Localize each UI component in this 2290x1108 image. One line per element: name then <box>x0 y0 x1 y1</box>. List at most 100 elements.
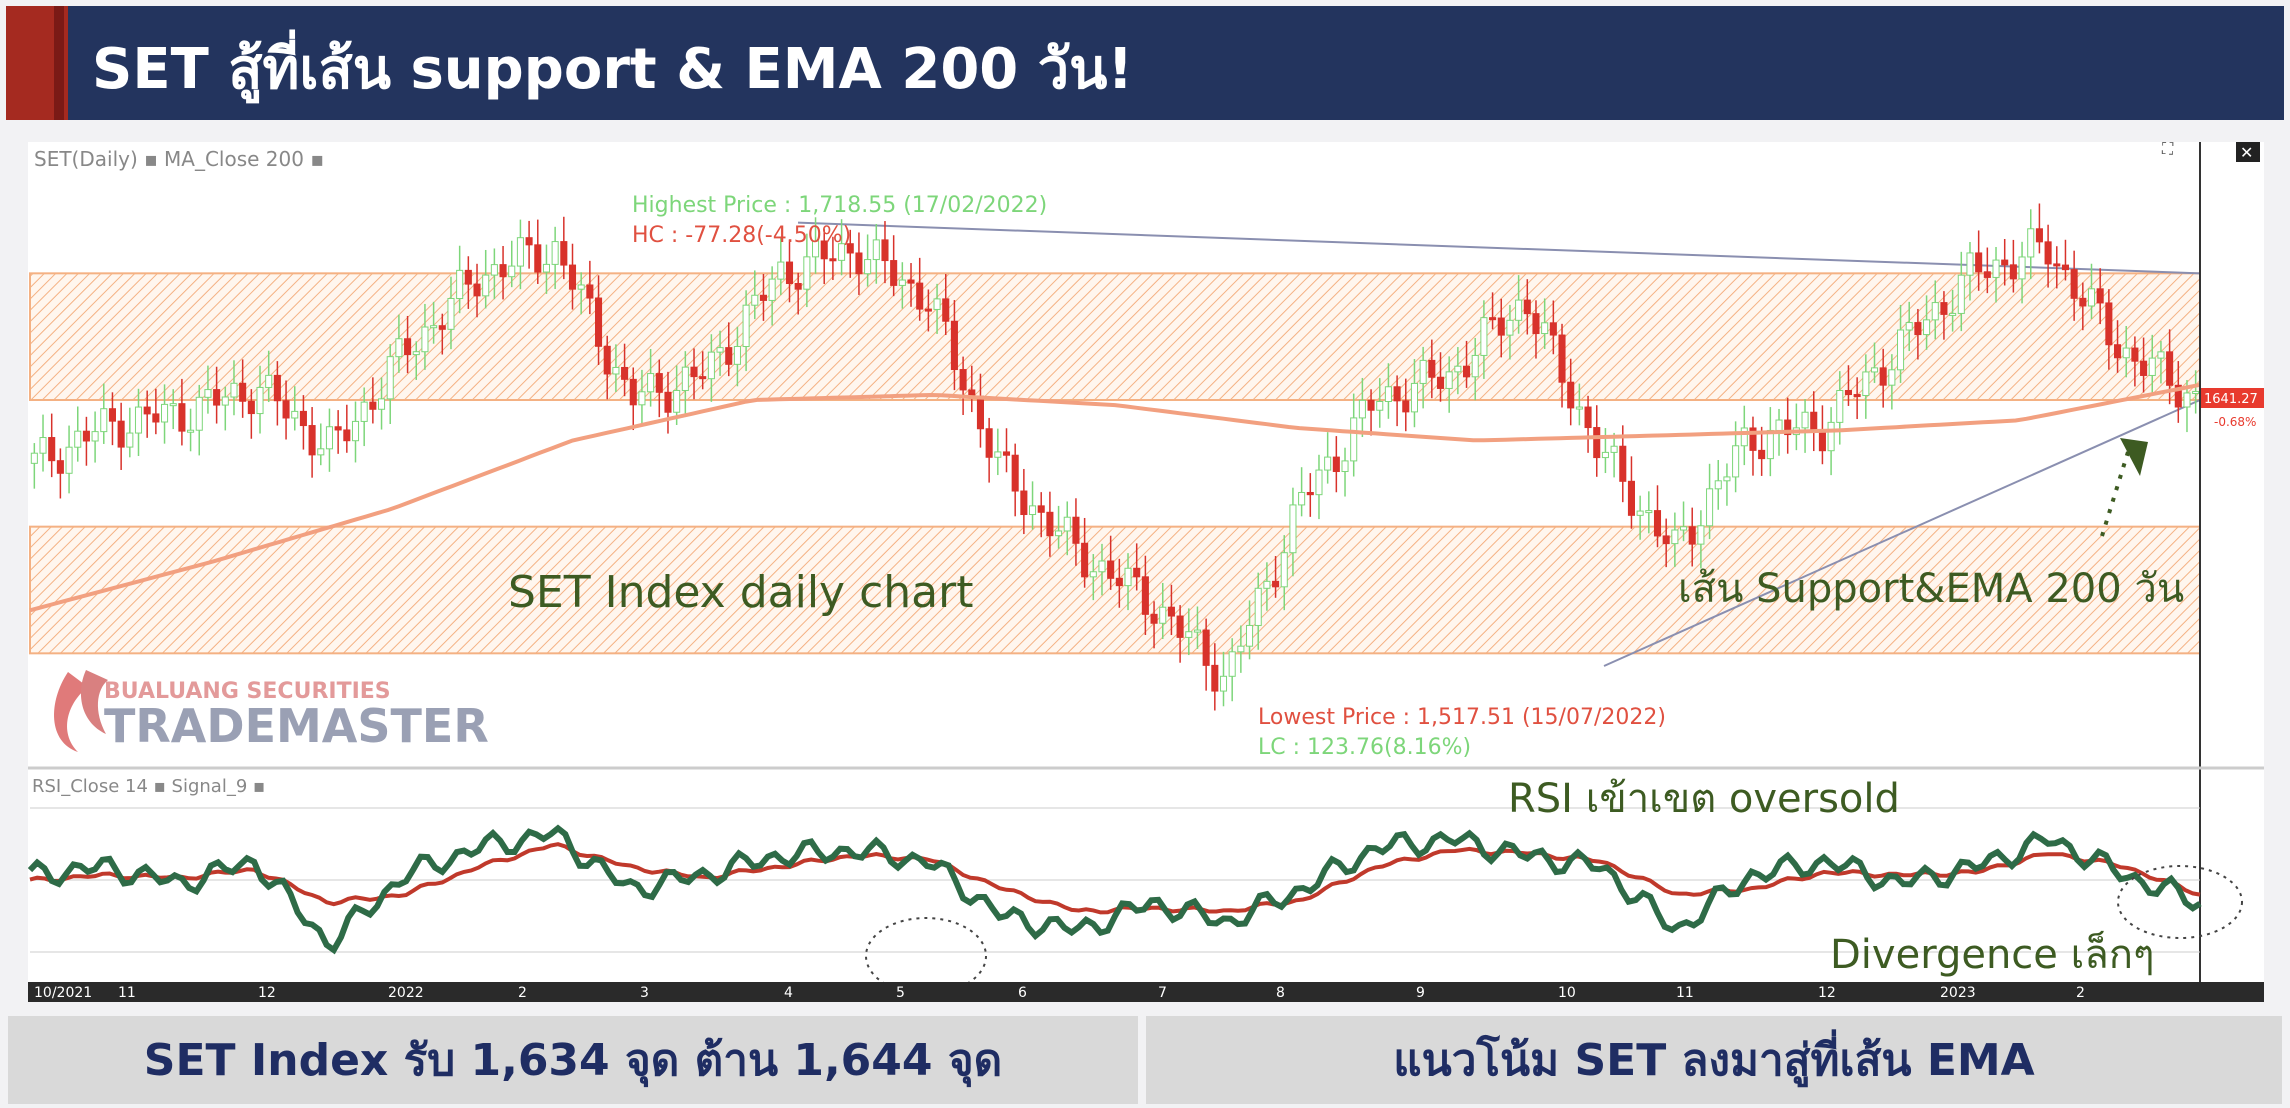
hc-label: HC : -77.28(-4.50%) <box>632 223 851 248</box>
time-tick-label: 6 <box>1018 985 1027 1001</box>
candle-body <box>2027 228 2035 258</box>
footer-right-text: แนวโน้ม SET ลงมาสู่ที่เส้น EMA <box>1393 1035 2035 1086</box>
logo-company: BUALUANG SECURITIES <box>104 679 391 704</box>
candle-body <box>1124 567 1132 587</box>
candle-body <box>621 366 629 380</box>
candle-body <box>1463 365 1471 378</box>
candle-body <box>898 279 906 286</box>
candle-body <box>516 237 524 267</box>
candle-body <box>221 396 229 406</box>
close-button[interactable] <box>2236 142 2260 162</box>
candle-body <box>785 261 794 285</box>
candle-body <box>1193 629 1201 633</box>
candle-body <box>1159 606 1167 624</box>
candle-body <box>343 429 351 442</box>
candle-body <box>117 420 125 448</box>
candle-body <box>1376 401 1384 411</box>
candle-body <box>1740 427 1748 447</box>
time-tick-label: 11 <box>118 985 136 1001</box>
candle-body <box>1671 529 1679 545</box>
candle-body <box>1454 365 1462 373</box>
candle-body <box>1853 394 1861 398</box>
candle-body <box>2079 297 2087 307</box>
candle-body <box>1827 421 1835 452</box>
candle-body <box>56 460 64 474</box>
candle-body <box>100 408 108 433</box>
candle-body <box>273 374 281 402</box>
candle-body <box>1081 542 1089 578</box>
candle-body <box>2070 269 2078 299</box>
candle-body <box>733 346 741 365</box>
rsi-legend: RSI_Close 14 ▪ Signal_9 ▪ <box>32 776 265 797</box>
candle-body <box>1992 259 2000 278</box>
candle-body <box>247 400 255 415</box>
candle-body <box>1549 322 1557 336</box>
close-icon[interactable]: ✕ <box>2240 143 2253 162</box>
candle-body <box>1315 469 1323 496</box>
candle-body <box>1133 567 1141 578</box>
candle-body <box>655 373 663 393</box>
candle-body <box>1497 317 1505 336</box>
candle-body <box>1358 399 1366 419</box>
candle-body <box>1584 406 1592 429</box>
candle-body <box>933 298 941 310</box>
logo-product: TRADEMASTER <box>104 699 489 753</box>
candle-body <box>2114 344 2122 359</box>
candle-body <box>1862 371 1870 396</box>
candle-body <box>1636 510 1644 516</box>
candle-body <box>1870 367 1879 373</box>
candle-body <box>108 408 116 422</box>
time-tick-label: 2 <box>518 985 527 1001</box>
candle-body <box>890 260 898 286</box>
support-trendline <box>1603 399 2201 667</box>
candle-body <box>1063 516 1071 532</box>
candle-body <box>1419 359 1427 384</box>
candle-body <box>1228 651 1236 677</box>
candle-body <box>378 398 386 410</box>
candle-body <box>690 366 698 378</box>
candle-body <box>699 376 707 380</box>
candle-body <box>855 252 863 275</box>
candle-body <box>1202 629 1210 666</box>
candle-body <box>334 426 342 431</box>
candle-body <box>1940 302 1948 315</box>
candle-body <box>325 426 333 450</box>
candle-body <box>551 241 559 265</box>
candle-body <box>525 237 533 246</box>
page-title: SET สู้ที่เส้น support & EMA 200 วัน! <box>92 37 1134 102</box>
candle-body <box>959 369 967 391</box>
candle-body <box>1523 299 1531 315</box>
candle-body <box>542 263 550 273</box>
lc-label: LC : 123.76(8.16%) <box>1258 735 1471 760</box>
candle-body <box>1020 490 1028 516</box>
time-tick-label: 4 <box>784 985 793 1001</box>
candle-body <box>1306 491 1314 496</box>
candle-body <box>2018 256 2026 280</box>
candle-body <box>2122 347 2130 359</box>
divergence-circle <box>2117 865 2243 939</box>
candle-body <box>1818 429 1826 452</box>
candle-body <box>308 425 316 456</box>
candle-body <box>1384 386 1392 403</box>
candle-body <box>1037 505 1045 513</box>
candle-body <box>1758 449 1766 460</box>
candle-body <box>1237 645 1245 653</box>
candle-body <box>499 264 507 278</box>
candle-body <box>846 243 854 254</box>
time-tick-label: 8 <box>1276 985 1285 1001</box>
expand-icon[interactable]: ⛶ <box>2162 142 2174 158</box>
candle-body <box>134 406 143 434</box>
time-tick-label: 2022 <box>388 985 424 1001</box>
candle-body <box>1766 429 1774 460</box>
footer-trend: แนวโน้ม SET ลงมาสู่ที่เส้น EMA <box>1146 1016 2282 1104</box>
candle-body <box>1897 329 1905 371</box>
candle-body <box>803 256 811 290</box>
candle-body <box>2140 360 2148 376</box>
candle-body <box>707 351 715 380</box>
candle-body <box>404 338 412 356</box>
candle-body <box>2148 357 2156 376</box>
candle-body <box>91 431 99 442</box>
candle-body <box>1801 411 1809 429</box>
candle-body <box>360 401 368 422</box>
candle-body <box>369 401 377 410</box>
